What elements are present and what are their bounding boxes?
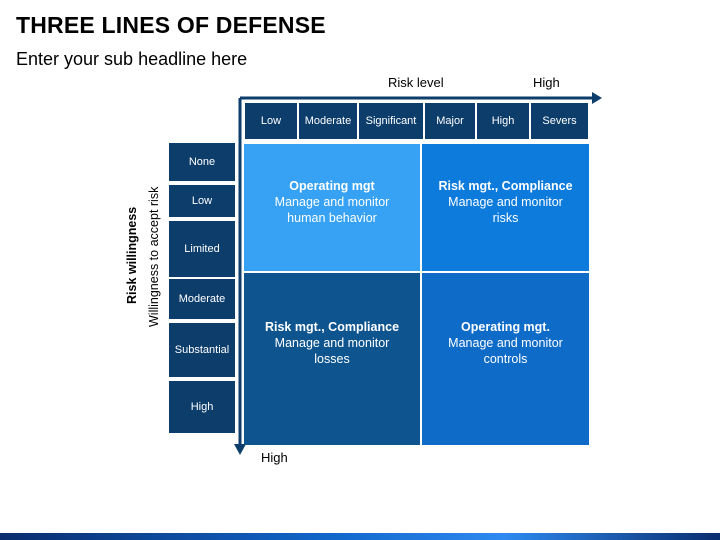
quadrant-top-left: Operating mgt Manage and monitor human b… <box>244 144 420 271</box>
x-axis-end-label: High <box>533 75 560 90</box>
row-header-moderate: Moderate <box>168 278 236 320</box>
row-header-none: None <box>168 142 236 182</box>
quadrant-text-line: controls <box>483 352 528 366</box>
row-header-substantial: Substantial <box>168 322 236 378</box>
quadrant-top-right: Risk mgt., Compliance Manage and monitor… <box>422 144 589 271</box>
y-axis-sublabel: Willingness to accept risk <box>147 186 161 327</box>
y-axis-arrow-head <box>234 444 246 455</box>
y-axis-label: Risk willingness <box>125 206 139 304</box>
quadrant-title: Operating mgt <box>289 179 375 193</box>
page-subtitle: Enter your sub headline here <box>16 49 248 69</box>
quadrant-text-line: Manage and monitor <box>448 336 563 350</box>
col-header-high: High <box>476 102 530 140</box>
col-header-severs: Severs <box>530 102 589 140</box>
col-header-major: Major <box>424 102 476 140</box>
col-header-moderate: Moderate <box>298 102 358 140</box>
col-header-significant: Significant <box>358 102 424 140</box>
quadrant-title: Risk mgt., Compliance <box>264 320 400 334</box>
x-axis-arrow-head <box>592 92 602 104</box>
quadrant-text-line: Manage and monitor <box>274 195 390 209</box>
row-header-limited: Limited <box>168 220 236 278</box>
quadrant-title: Risk mgt., Compliance <box>438 179 573 193</box>
col-header-low: Low <box>244 102 298 140</box>
quadrant-text-line: Manage and monitor <box>448 195 563 209</box>
row-header-low: Low <box>168 184 236 218</box>
page-title: THREE LINES OF DEFENSE <box>16 12 326 38</box>
row-header-high: High <box>168 380 236 434</box>
quadrant-text-line: human behavior <box>287 211 377 225</box>
quadrant-title: Operating mgt. <box>461 320 550 334</box>
quadrant-text-line: Manage and monitor <box>274 336 390 350</box>
quadrant-bottom-right: Operating mgt. Manage and monitor contro… <box>422 273 589 445</box>
footer-accent-bar <box>0 533 720 540</box>
y-axis-end-label: High <box>261 450 288 465</box>
quadrant-text-line: losses <box>314 352 350 366</box>
x-axis-label: Risk level <box>388 75 444 90</box>
quadrant-text-line: risks <box>492 211 519 225</box>
quadrant-bottom-left: Risk mgt., Compliance Manage and monitor… <box>244 273 420 445</box>
